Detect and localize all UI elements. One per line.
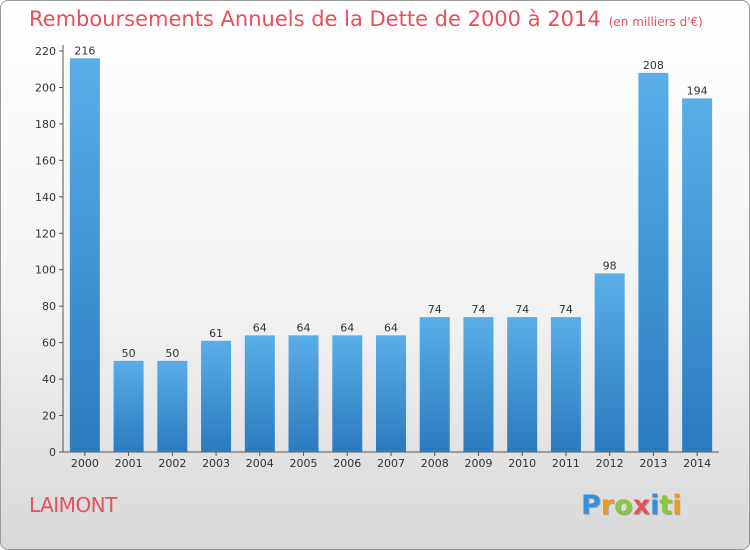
bar: [244, 335, 275, 452]
bar-value-label: 64: [297, 321, 311, 334]
x-tick-label: 2002: [158, 457, 186, 470]
x-tick-label: 2006: [333, 457, 361, 470]
bar-value-label: 194: [687, 84, 708, 97]
x-tick-label: 2001: [115, 457, 143, 470]
bar: [550, 317, 581, 452]
logo-letter: t: [659, 490, 673, 521]
x-tick-label: 2011: [552, 457, 580, 470]
y-tick-label: 200: [35, 81, 56, 94]
bar-value-label: 64: [253, 321, 267, 334]
bar-value-label: 50: [122, 347, 136, 360]
y-tick-label: 160: [35, 154, 56, 167]
bar: [682, 98, 713, 453]
bar: [594, 273, 625, 452]
y-tick-label: 220: [35, 45, 56, 58]
bar-value-label: 74: [559, 303, 573, 316]
bar: [507, 317, 538, 452]
bar: [419, 317, 450, 452]
bar-value-label: 50: [165, 347, 179, 360]
y-tick-label: 60: [42, 337, 56, 350]
y-tick-label: 20: [42, 410, 56, 423]
x-tick-label: 2014: [683, 457, 711, 470]
bar: [69, 58, 100, 453]
bar-value-label: 74: [515, 303, 529, 316]
logo-letter: x: [632, 490, 651, 521]
bar-value-label: 64: [340, 321, 354, 334]
logo-letter: i: [650, 490, 660, 521]
proxiti-logo: Proxiti: [581, 490, 682, 521]
bar-value-label: 216: [74, 44, 95, 57]
bar: [638, 72, 669, 452]
y-tick-label: 40: [42, 373, 56, 386]
bar: [376, 335, 406, 452]
y-tick-label: 180: [35, 118, 56, 131]
x-tick-label: 2008: [421, 457, 449, 470]
x-tick-label: 2000: [71, 457, 99, 470]
y-tick-label: 100: [35, 264, 56, 277]
place-name: LAIMONT: [29, 493, 117, 517]
chart-unit: (en milliers d'€): [608, 15, 703, 29]
y-tick-label: 80: [42, 300, 56, 313]
logo-letter: i: [672, 490, 682, 521]
x-tick-label: 2012: [596, 457, 624, 470]
bar: [288, 335, 319, 452]
bar-value-label: 64: [384, 321, 398, 334]
x-tick-label: 2007: [377, 457, 405, 470]
chart-title-text: Remboursements Annuels de la Dette de 20…: [29, 7, 601, 31]
x-tick-label: 2010: [508, 457, 536, 470]
x-tick-label: 2004: [246, 457, 274, 470]
bar-value-label: 74: [428, 303, 442, 316]
y-tick-label: 140: [35, 191, 56, 204]
y-tick-label: 0: [49, 446, 56, 459]
logo-letter: P: [581, 490, 601, 521]
bar-value-label: 98: [603, 259, 617, 272]
bar-value-label: 61: [209, 327, 223, 340]
bar: [332, 335, 363, 452]
bar: [157, 360, 188, 452]
x-tick-label: 2013: [639, 457, 667, 470]
bar-value-label: 74: [471, 303, 485, 316]
x-tick-label: 2003: [202, 457, 230, 470]
chart-title: Remboursements Annuels de la Dette de 20…: [29, 7, 703, 31]
x-tick-label: 2005: [290, 457, 318, 470]
bar: [463, 317, 494, 452]
bar: [113, 360, 144, 452]
logo-letter: r: [600, 490, 615, 521]
y-tick-label: 120: [35, 227, 56, 240]
bar: [201, 340, 232, 452]
bar-value-label: 208: [643, 59, 664, 72]
x-tick-label: 2009: [464, 457, 492, 470]
logo-letter: o: [614, 490, 633, 521]
